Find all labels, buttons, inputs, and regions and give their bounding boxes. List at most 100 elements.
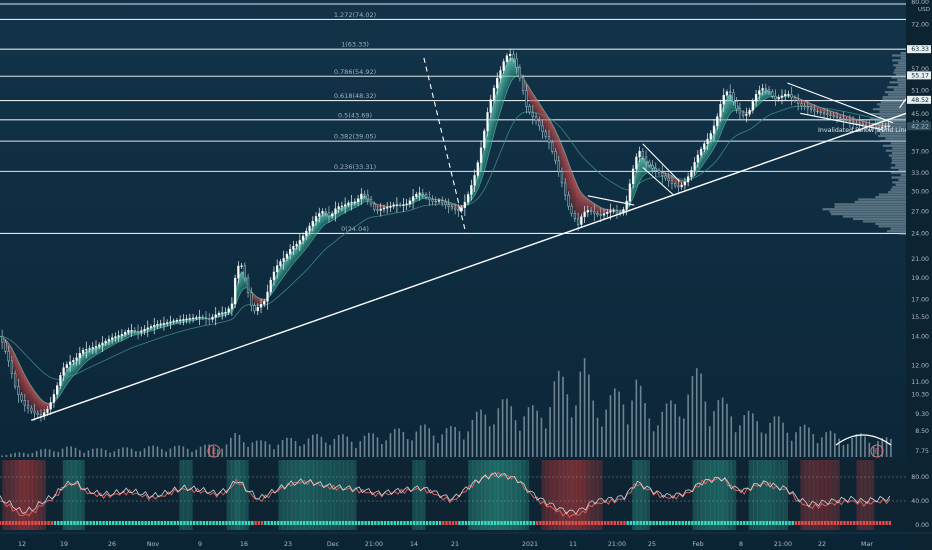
candle-body <box>884 126 887 128</box>
volume-profile-bar <box>900 51 906 55</box>
time-tick-label: 11 <box>569 541 577 548</box>
osc-tick-label: 80.00 <box>911 474 929 481</box>
candle-body <box>392 204 395 207</box>
osc-zone <box>312 460 318 530</box>
candle-body <box>709 133 712 140</box>
osc-signal-dot <box>254 521 257 525</box>
volume-bar <box>708 426 711 457</box>
ema-ribbon-segment <box>511 57 514 82</box>
volume-bar <box>109 452 111 457</box>
volume-bar <box>126 447 129 457</box>
volume-profile-bar <box>900 56 906 60</box>
osc-background <box>0 460 906 530</box>
candle-body <box>146 327 149 330</box>
candle-body <box>463 201 467 208</box>
volume-bar <box>523 416 525 457</box>
candle-body <box>822 112 826 115</box>
osc-signal-dot <box>649 521 652 525</box>
candle-body <box>541 125 544 132</box>
ema-ribbon-segment <box>860 120 863 125</box>
osc-signal-dot <box>341 521 345 525</box>
osc-signal-dot <box>461 521 464 525</box>
ema-ribbon-segment <box>498 79 501 119</box>
candle-body <box>748 109 751 115</box>
volume-profile-bar <box>884 91 906 94</box>
ema-ribbon-segment <box>271 280 274 294</box>
osc-signal-dot <box>173 521 176 525</box>
osc-signal-dot <box>487 521 490 525</box>
candle-body <box>363 193 366 196</box>
osc-signal-dot <box>144 521 147 525</box>
ema-ribbon-segment <box>491 100 494 143</box>
osc-signal-dot <box>412 521 416 525</box>
candle-body <box>551 142 554 152</box>
ema-ribbon-segment <box>77 356 80 372</box>
osc-signal-dot <box>302 521 306 525</box>
volume-bar <box>497 408 500 457</box>
osc-signal-dot <box>180 521 183 525</box>
price-tick-label: 33.00 <box>911 170 929 177</box>
volume-bar <box>695 368 698 457</box>
candle-body <box>172 320 175 322</box>
osc-signal-dot <box>345 521 348 525</box>
osc-zone <box>239 460 245 530</box>
candle-body <box>33 410 36 414</box>
ema-ribbon-segment <box>161 323 164 328</box>
osc-signal-dot <box>157 521 160 525</box>
osc-signal-dot <box>552 521 555 525</box>
candle-body <box>350 201 353 204</box>
candle-body <box>208 318 211 320</box>
osc-signal-dot <box>406 521 409 525</box>
volume-profile-bar <box>854 200 906 204</box>
osc-signal-dot <box>768 521 772 525</box>
ema-ribbon-segment <box>17 359 20 388</box>
volume-bar <box>868 442 871 457</box>
ema-ribbon-segment <box>321 213 324 228</box>
osc-signal-dot <box>749 521 752 525</box>
osc-signal-dot <box>170 521 173 525</box>
candle-body <box>674 183 677 187</box>
osc-zone <box>468 460 474 530</box>
volume-bar <box>152 445 154 457</box>
price-tick-label: 57.00 <box>911 66 929 73</box>
ema-ribbon-segment <box>537 99 540 121</box>
volume-bar <box>294 441 297 457</box>
ema-ribbon-segment <box>163 323 167 327</box>
ema-ribbon-segment <box>122 333 126 341</box>
osc-signal-dot <box>312 521 316 525</box>
osc-signal-dot <box>717 521 720 525</box>
osc-zone <box>761 460 767 530</box>
time-tick-label: 2021 <box>522 541 538 548</box>
ema-ribbon-segment <box>554 128 557 156</box>
ema-ribbon-segment <box>571 171 574 210</box>
volume-bar <box>199 446 202 457</box>
osc-signal-dot <box>555 521 558 525</box>
candle-body <box>531 111 534 117</box>
ema-ribbon-segment <box>588 199 592 213</box>
ema-ribbon-segment <box>474 177 477 196</box>
osc-zone <box>865 460 870 530</box>
volume-bar <box>286 437 288 457</box>
price-tick-label: 48.52 <box>911 97 929 104</box>
price-axis-background <box>906 0 932 550</box>
candle-body <box>39 414 43 417</box>
volume-bar <box>87 450 90 457</box>
volume-profile-bar <box>875 195 906 199</box>
candle-body <box>143 329 146 331</box>
ema-ribbon-segment <box>112 338 115 346</box>
osc-signal-dot <box>108 521 112 525</box>
trend-drawings: Invalidated Below Trend Line E E <box>31 57 930 458</box>
osc-signal-dot <box>791 521 794 525</box>
candle-body <box>253 305 256 312</box>
candle-body <box>761 88 764 91</box>
volume-bar <box>808 427 810 457</box>
volume-bar <box>342 434 344 457</box>
osc-zone <box>783 460 789 530</box>
volume-bar <box>18 452 21 457</box>
candle-body <box>159 323 162 325</box>
osc-line-red <box>0 471 891 518</box>
volume-profile-bar <box>890 188 906 191</box>
osc-zone <box>809 460 814 530</box>
osc-signal-dot <box>539 521 542 525</box>
